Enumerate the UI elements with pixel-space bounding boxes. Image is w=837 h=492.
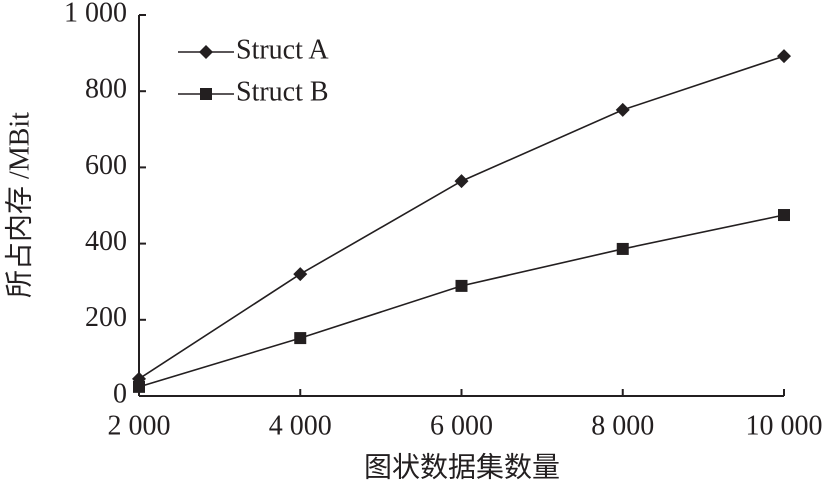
y-tick-label: 600 (85, 150, 127, 181)
y-tick-label: 800 (85, 74, 127, 105)
marker (454, 174, 469, 189)
legend-label: Struct B (236, 76, 329, 107)
marker (615, 102, 630, 117)
y-tick-label: 0 (113, 378, 127, 409)
y-tick-label: 1 000 (64, 0, 127, 28)
x-tick-label: 8 000 (591, 410, 654, 441)
series-line (138, 214, 785, 388)
y-axis-label: 所占内存 /MBit (3, 112, 35, 298)
x-tick-label: 6 000 (430, 410, 493, 441)
marker (778, 209, 790, 222)
marker (294, 332, 307, 345)
marker (777, 49, 791, 64)
legend-label: Struct A (236, 34, 329, 65)
x-axis-label: 图状数据集数量 (364, 451, 560, 483)
x-tick-label: 10 000 (746, 410, 823, 441)
y-tick-label: 400 (85, 226, 127, 257)
legend-marker (200, 88, 212, 100)
marker (455, 279, 468, 292)
y-tick-label: 200 (85, 302, 127, 333)
x-tick-label: 4 000 (269, 410, 332, 441)
marker (293, 267, 308, 282)
x-tick-label: 2 000 (108, 410, 171, 441)
marker (616, 242, 629, 255)
marker (133, 380, 145, 393)
legend-marker (199, 45, 213, 59)
